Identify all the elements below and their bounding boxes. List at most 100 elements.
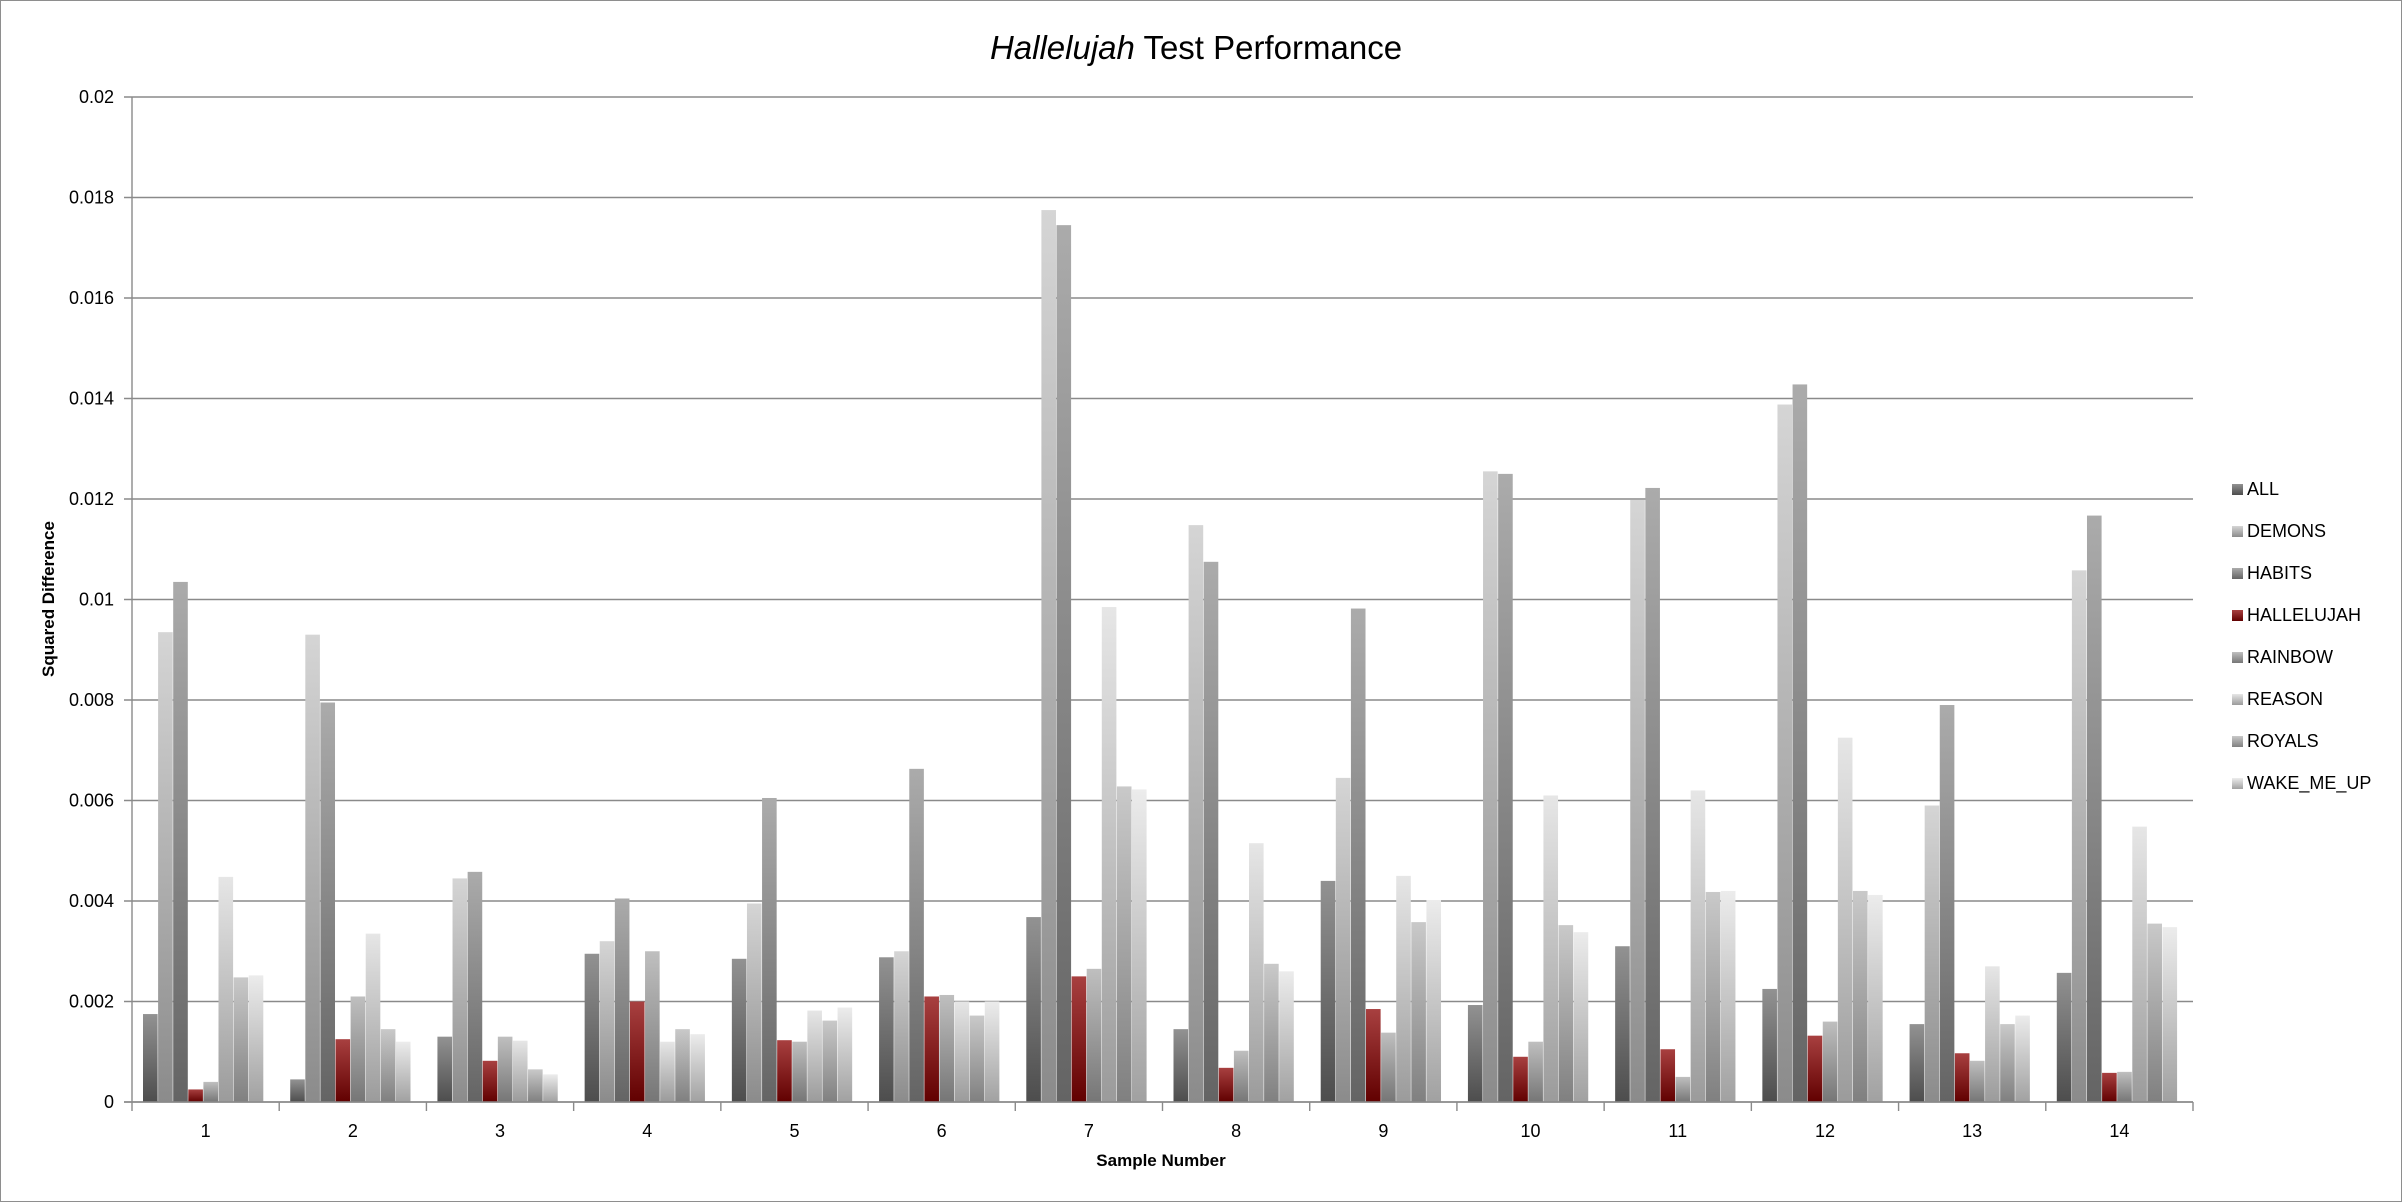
- chart-title-rest: Test Performance: [1135, 29, 1402, 66]
- bar-all: [290, 1079, 305, 1102]
- bar-reason: [1396, 875, 1411, 1103]
- x-tick-labels: 1 2 3 4 5 6 7 8 9 10 11 12 13 14: [201, 1121, 2130, 1141]
- bar-reason: [1101, 607, 1117, 1102]
- bar-rainbow: [792, 1041, 807, 1102]
- x-tick-label: 2: [348, 1121, 358, 1141]
- x-tick-label: 7: [1084, 1121, 1094, 1141]
- bar-reason: [365, 933, 381, 1102]
- bar-demons: [1630, 500, 1645, 1102]
- legend-swatch: [2232, 526, 2243, 537]
- bar-royals: [1116, 786, 1132, 1102]
- bar-rainbow: [1675, 1076, 1691, 1103]
- bar-demons: [1483, 471, 1498, 1102]
- bar-habits: [173, 581, 188, 1102]
- bar-rainbow: [2117, 1071, 2132, 1102]
- bar-habits: [2086, 515, 2102, 1102]
- legend-label: ALL: [2247, 479, 2279, 499]
- bar-royals: [2000, 1024, 2015, 1102]
- bar-wake-me-up: [395, 1041, 411, 1102]
- bar-all: [731, 958, 747, 1102]
- bar-habits: [614, 898, 630, 1102]
- bar-demons: [2071, 570, 2087, 1102]
- bar-rainbow: [203, 1081, 218, 1102]
- bar-rainbow: [1822, 1021, 1838, 1102]
- legend-swatch: [2232, 736, 2243, 747]
- bar-habits: [1792, 384, 1808, 1102]
- bar-demons: [1188, 525, 1204, 1102]
- legend-label: WAKE_ME_UP: [2247, 773, 2371, 794]
- axes: [124, 97, 2194, 1111]
- bar-all: [1762, 988, 1777, 1102]
- bar-habits: [467, 871, 483, 1102]
- bar-habits: [909, 768, 924, 1102]
- y-tick-label: 0.002: [69, 992, 114, 1012]
- bar-habits: [1056, 225, 1072, 1102]
- bar-demons: [1924, 805, 1940, 1102]
- bar-habits: [1203, 561, 1219, 1102]
- bar-hallelujah: [777, 1040, 792, 1102]
- bar-wake-me-up: [1868, 894, 1883, 1102]
- bar-wake-me-up: [2015, 1015, 2030, 1102]
- chart-title-italic: Hallelujah: [990, 29, 1135, 66]
- bar-all: [879, 957, 894, 1102]
- legend-swatch: [2232, 778, 2243, 789]
- bar-reason: [1543, 795, 1559, 1102]
- y-tick-label: 0.008: [69, 690, 114, 710]
- bar-reason: [1249, 843, 1264, 1102]
- legend-swatch: [2232, 694, 2243, 705]
- x-tick-label: 3: [495, 1121, 505, 1141]
- bar-rainbow: [939, 994, 955, 1102]
- bar-rainbow: [350, 996, 366, 1102]
- bar-reason: [1690, 790, 1706, 1102]
- bar-all: [1467, 1005, 1483, 1102]
- bar-demons: [1777, 404, 1793, 1102]
- bar-rainbow: [645, 951, 660, 1102]
- bar-rainbow: [1528, 1041, 1543, 1102]
- bar-demons: [1041, 210, 1056, 1102]
- bar-hallelujah: [2102, 1072, 2117, 1102]
- bar-royals: [2147, 923, 2162, 1102]
- y-tick-label: 0: [104, 1092, 114, 1112]
- bar-royals: [822, 1020, 838, 1102]
- x-tick-label: 8: [1231, 1121, 1241, 1141]
- bar-rainbow: [1233, 1050, 1249, 1102]
- bar-reason: [2132, 826, 2147, 1102]
- bar-royals: [1558, 925, 1574, 1102]
- bar-royals: [675, 1029, 690, 1102]
- bar-hallelujah: [1660, 1049, 1676, 1102]
- legend-label: HALLELUJAH: [2247, 605, 2361, 625]
- bar-wake-me-up: [1131, 789, 1147, 1102]
- legend-label: REASON: [2247, 689, 2323, 709]
- y-tick-labels: 0 0.002 0.004 0.006 0.008 0.01 0.012 0.014 0.016…: [69, 87, 114, 1112]
- y-axis-title: Squared Difference: [39, 521, 58, 677]
- bar-wake-me-up: [543, 1074, 558, 1102]
- bar-demons: [1335, 777, 1351, 1102]
- y-tick-label: 0.01: [79, 590, 114, 610]
- bar-wake-me-up: [1573, 932, 1589, 1102]
- bar-demons: [894, 951, 909, 1102]
- legend-label: ROYALS: [2247, 731, 2319, 751]
- bar-reason: [954, 1001, 970, 1102]
- y-tick-label: 0.02: [79, 87, 114, 107]
- bar-habits: [1350, 608, 1366, 1102]
- bar-rainbow: [1381, 1032, 1396, 1102]
- y-tick-label: 0.012: [69, 489, 114, 509]
- bar-hallelujah: [188, 1089, 203, 1102]
- bar-hallelujah: [1954, 1053, 1970, 1102]
- bar-demons: [452, 878, 468, 1102]
- y-tick-label: 0.018: [69, 188, 114, 208]
- bar-habits: [762, 797, 777, 1102]
- bar-royals: [233, 977, 249, 1102]
- bar-royals: [380, 1029, 396, 1102]
- bar-habits: [1939, 705, 1955, 1102]
- bar-all: [143, 1014, 158, 1102]
- bar-rainbow: [1969, 1060, 1985, 1102]
- bar-hallelujah: [629, 1001, 645, 1102]
- x-tick-label: 13: [1962, 1121, 1982, 1141]
- x-tick-label: 4: [642, 1121, 652, 1141]
- bar-rainbow: [497, 1036, 513, 1102]
- bar-hallelujah: [1071, 976, 1087, 1103]
- bar-all: [1173, 1029, 1189, 1102]
